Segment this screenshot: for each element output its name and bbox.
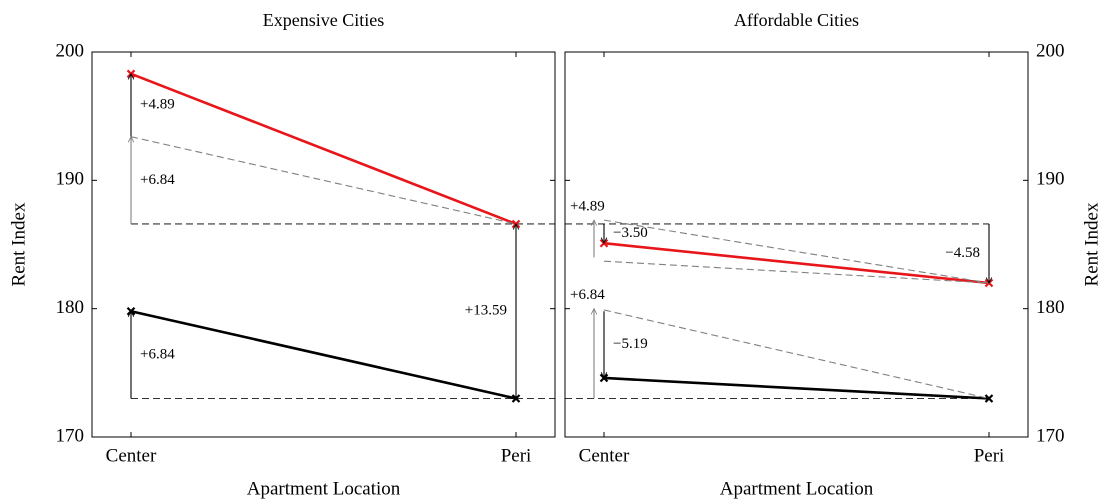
plot-frame (91, 51, 556, 438)
point-marker (984, 394, 994, 403)
annotation-label: +4.89 (140, 97, 175, 113)
annotation-label: +6.84 (140, 172, 175, 188)
plot-frame (564, 51, 1029, 438)
y-tick-label: 170 (56, 425, 85, 446)
y-axis-label: Rent Index (1081, 202, 1102, 286)
annotation-label: −3.50 (613, 225, 648, 241)
line (130, 309, 517, 400)
y-tick-label: 170 (1036, 425, 1065, 446)
x-tick-label: Center (106, 445, 157, 466)
y-tick-label: 190 (1036, 169, 1065, 190)
y-tick-label: 200 (1036, 40, 1065, 61)
y-tick-label: 180 (56, 297, 85, 318)
x-axis-label: Apartment Location (720, 478, 874, 499)
annotation-label: +6.84 (140, 346, 175, 362)
annotation-label: −4.58 (945, 245, 980, 261)
chart-title: Expensive Cities (263, 10, 384, 30)
annotation-label: +4.89 (570, 199, 605, 215)
dashed-line (603, 309, 990, 400)
annotation-label: +13.59 (465, 303, 507, 319)
dashed-line (603, 219, 990, 284)
annotation-label: +6.84 (570, 287, 605, 303)
chart-title: Affordable Cities (734, 10, 859, 30)
x-tick-label: Peri (974, 445, 1005, 466)
line (130, 72, 517, 226)
y-tick-label: 180 (1036, 297, 1065, 318)
x-axis-label: Apartment Location (247, 478, 401, 499)
line (603, 376, 990, 400)
dashed-line (603, 260, 990, 284)
y-tick-label: 200 (56, 40, 85, 61)
x-tick-label: Center (579, 445, 630, 466)
line (603, 241, 990, 285)
y-tick-label: 190 (56, 169, 85, 190)
y-axis-label: Rent Index (8, 202, 29, 286)
annotation-label: −5.19 (613, 336, 648, 352)
x-tick-label: Peri (501, 445, 532, 466)
